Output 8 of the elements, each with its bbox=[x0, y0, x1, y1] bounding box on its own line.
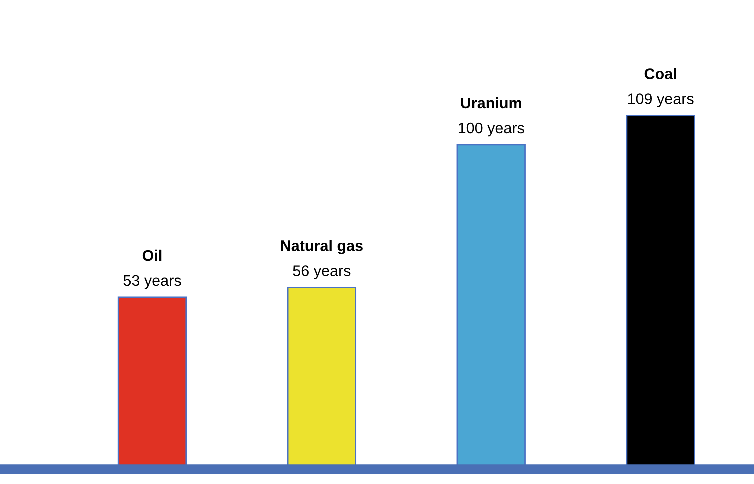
x-tick-label: Oil bbox=[142, 250, 162, 262]
data-label: 53 years bbox=[124, 275, 182, 290]
data-label: 56 years bbox=[293, 266, 351, 280]
data-label: 100 years bbox=[458, 122, 524, 137]
x-tick-label: Uranium bbox=[461, 97, 522, 109]
data-label: 109 years bbox=[628, 94, 694, 108]
x-tick-label: Coal bbox=[644, 68, 676, 80]
x-tick-label: Natural gas bbox=[281, 240, 363, 254]
